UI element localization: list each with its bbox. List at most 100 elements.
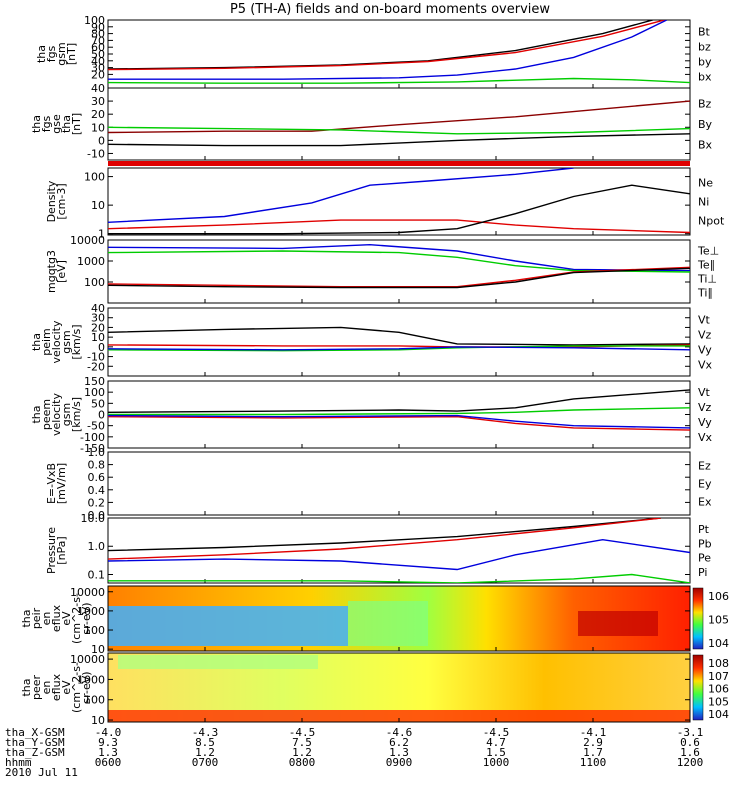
y-axis-label: Pressure	[45, 527, 58, 574]
y-axis-label: en	[40, 612, 53, 626]
series-line-pi	[108, 538, 690, 571]
y-axis-label: tha	[20, 678, 33, 696]
footer-value: -4.1	[580, 726, 607, 739]
footer-value: -4.5	[289, 726, 316, 739]
legend-bx: Bx	[698, 139, 713, 152]
legend-pt: Pt	[698, 523, 710, 536]
footer-value: -4.5	[483, 726, 510, 739]
panel-frame	[107, 307, 691, 377]
series-line-bz	[108, 100, 690, 134]
y-axis-label: tha	[60, 115, 73, 133]
footer-value: 1.3	[389, 746, 409, 759]
y-tick-label: 0	[98, 341, 105, 354]
y-tick-label: 80	[91, 28, 105, 41]
y-axis-label: tha	[30, 405, 43, 423]
y-tick-label: 40	[91, 55, 105, 68]
footer-row-label: tha_X-GSM	[5, 726, 65, 739]
y-tick-label: 0.4	[88, 484, 106, 497]
y-tick-label: 1000	[77, 673, 105, 686]
colorbar	[692, 587, 704, 650]
y-axis-label: eV	[60, 680, 73, 695]
y-tick-label: 40	[91, 302, 105, 315]
y-tick-label: 10	[91, 121, 105, 134]
footer-value: 1.5	[486, 746, 506, 759]
legend-vt: Vt	[698, 386, 711, 399]
y-tick-label: 100	[84, 624, 105, 637]
series-line-te⊥	[108, 266, 690, 288]
series-line-pe	[108, 573, 690, 583]
y-tick-label: 1.0	[88, 446, 106, 459]
y-tick-label: 100	[84, 276, 105, 289]
y-tick-label: 70	[91, 34, 105, 47]
series-line-bx	[108, 133, 690, 147]
y-tick-label: 0.6	[88, 471, 106, 484]
footer-row-label: tha_Z-GSM	[5, 746, 65, 759]
legend-bt: Bt	[698, 25, 711, 38]
panel-frame	[107, 451, 691, 516]
panel-4: 10000 1000 100 mgqtg3[eV] Te⊥Te∥Ti⊥Ti∥	[45, 234, 719, 304]
panel-9: 106 105 104 10000 1000 100 10 thapeirenefluxeV(…	[20, 585, 729, 656]
date-label: 2010 Jul 11	[5, 766, 78, 779]
y-tick-label: 30	[91, 95, 105, 108]
series-line-vt	[108, 389, 690, 413]
y-tick-label: 10	[91, 331, 105, 344]
footer-value: 4.7	[486, 736, 506, 749]
legend-npot: Npot	[698, 215, 725, 228]
footer-row-label: hhmm	[5, 756, 32, 769]
y-axis-label: (cm^2-s-	[70, 662, 83, 713]
footer-value: 8.5	[195, 736, 215, 749]
series-line-bz	[108, 20, 668, 71]
legend-pe: Pe	[698, 552, 711, 565]
y-tick-label: 10	[91, 199, 105, 212]
colorbar-tick-label: 105	[708, 695, 729, 708]
y-tick-label: 20	[91, 68, 105, 81]
series-line-pb	[108, 518, 661, 560]
y-tick-label: 0.0	[88, 509, 106, 522]
footer-value: -4.0	[95, 726, 122, 739]
y-axis-label: gsm	[60, 330, 73, 353]
y-axis-label: tha	[30, 115, 43, 133]
y-tick-label: 100	[84, 386, 105, 399]
y-tick-label: 30	[91, 62, 105, 75]
legend-by: by	[698, 56, 712, 69]
footer-value: 2.9	[583, 736, 603, 749]
footer-value: -3.1	[677, 726, 704, 739]
spectrogram-high-flux-region	[578, 611, 658, 636]
legend-te⊥: Te⊥	[697, 245, 719, 258]
y-tick-label: 1000	[77, 605, 105, 618]
y-axis-label: peer	[30, 675, 43, 701]
y-tick-label: 60	[91, 41, 105, 54]
legend-bz: Bz	[698, 97, 712, 110]
y-tick-label: 50	[91, 48, 105, 61]
y-tick-label: 10000	[70, 653, 105, 666]
legend-ne: Ne	[698, 176, 713, 189]
legend-by: By	[698, 118, 713, 131]
y-tick-label: 1.0	[88, 540, 106, 553]
y-tick-label: -20	[87, 360, 105, 373]
legend-ti∥: Ti∥	[697, 287, 713, 300]
y-tick-label: 1	[98, 228, 105, 241]
series-line-vy	[108, 407, 690, 416]
y-tick-label: -100	[80, 431, 105, 444]
y-tick-label: 0	[98, 409, 105, 422]
y-axis-label: tha	[35, 45, 48, 63]
series-line-bx	[108, 20, 668, 80]
y-tick-label: 0	[98, 134, 105, 147]
series-line-vx	[108, 346, 690, 351]
y-tick-label: 10000	[70, 586, 105, 599]
colorbar-tick-label: 106	[708, 590, 729, 603]
y-axis-label: [nT]	[70, 113, 83, 135]
footer-value: 0800	[289, 756, 316, 769]
series-line-vz	[108, 415, 690, 431]
series-line-by	[108, 126, 690, 135]
figure-title: P5 (TH-A) fields and on-board moments ov…	[230, 2, 550, 17]
y-axis-label: eV	[60, 611, 73, 626]
legend-vx: Vx	[698, 431, 713, 444]
footer-value: 6.2	[389, 736, 409, 749]
series-line-ne	[108, 219, 690, 234]
spectrogram-mid-flux-region	[118, 655, 318, 669]
y-tick-label: 100	[84, 14, 105, 27]
